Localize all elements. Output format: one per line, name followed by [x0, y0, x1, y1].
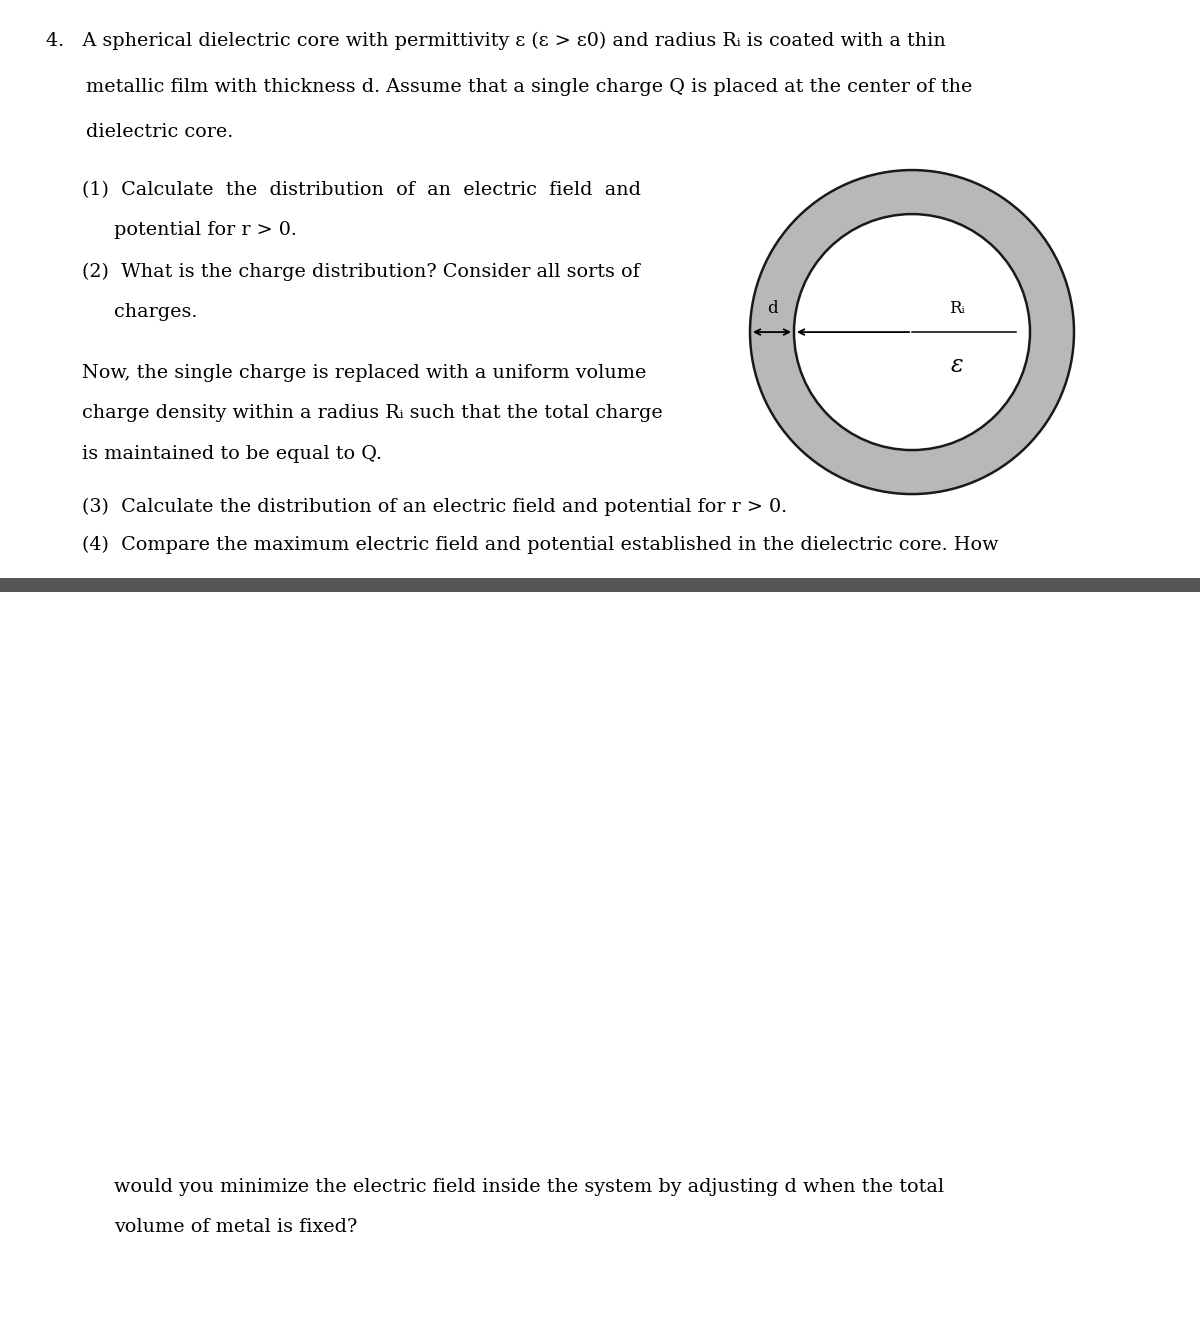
Text: metallic film with thickness d. Assume that a single charge Q is placed at the c: metallic film with thickness d. Assume t… [86, 78, 973, 95]
Text: (1)  Calculate  the  distribution  of  an  electric  field  and: (1) Calculate the distribution of an ele… [82, 181, 641, 198]
Text: (4)  Compare the maximum electric field and potential established in the dielect: (4) Compare the maximum electric field a… [82, 536, 998, 554]
Text: d: d [767, 300, 778, 317]
Bar [0, 578, 1200, 592]
Text: (2)  What is the charge distribution? Consider all sorts of: (2) What is the charge distribution? Con… [82, 262, 640, 281]
Circle shape [794, 214, 1030, 450]
Text: (3)  Calculate the distribution of an electric field and potential for r > 0.: (3) Calculate the distribution of an ele… [82, 498, 787, 517]
Text: 4.   A spherical dielectric core with permittivity ε (ε > ε0) and radius Rᵢ is c: 4. A spherical dielectric core with perm… [46, 32, 946, 51]
Text: would you minimize the electric field inside the system by adjusting d when the : would you minimize the electric field in… [114, 1178, 944, 1196]
Text: is maintained to be equal to Q.: is maintained to be equal to Q. [82, 445, 382, 462]
Text: dielectric core.: dielectric core. [86, 123, 234, 141]
Circle shape [750, 170, 1074, 494]
Text: Rᵢ: Rᵢ [949, 300, 965, 317]
Text: ε: ε [950, 353, 964, 376]
Text: potential for r > 0.: potential for r > 0. [114, 221, 296, 238]
Text: volume of metal is fixed?: volume of metal is fixed? [114, 1218, 358, 1236]
Text: charges.: charges. [114, 303, 197, 320]
Text: Now, the single charge is replaced with a uniform volume: Now, the single charge is replaced with … [82, 364, 646, 382]
Text: charge density within a radius Rᵢ such that the total charge: charge density within a radius Rᵢ such t… [82, 404, 662, 422]
